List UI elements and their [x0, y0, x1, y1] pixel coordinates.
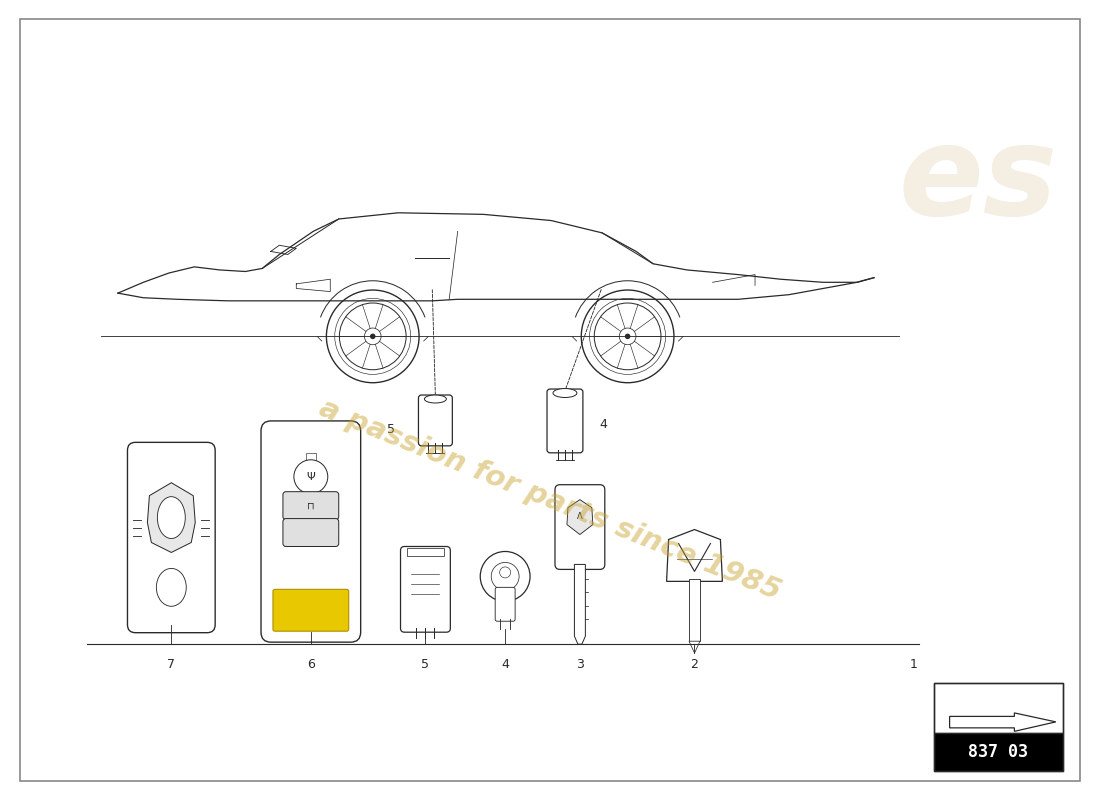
Bar: [934, 733, 1064, 770]
FancyBboxPatch shape: [128, 442, 216, 633]
Circle shape: [294, 460, 328, 494]
Ellipse shape: [156, 569, 186, 606]
Text: 837 03: 837 03: [968, 742, 1028, 761]
Text: 5: 5: [421, 658, 429, 671]
Polygon shape: [689, 641, 700, 653]
Text: es: es: [899, 120, 1058, 242]
Polygon shape: [949, 713, 1056, 731]
Circle shape: [499, 567, 510, 578]
Bar: [934, 683, 1064, 733]
Polygon shape: [566, 500, 593, 534]
FancyBboxPatch shape: [495, 587, 515, 622]
Polygon shape: [574, 565, 585, 644]
Text: ⊓: ⊓: [307, 501, 315, 510]
Bar: [689, 579, 700, 641]
Circle shape: [481, 551, 530, 602]
Text: 6: 6: [307, 658, 315, 671]
Text: Ψ: Ψ: [307, 472, 316, 482]
FancyBboxPatch shape: [261, 421, 361, 642]
FancyBboxPatch shape: [556, 485, 605, 570]
Text: 3: 3: [576, 658, 584, 671]
Ellipse shape: [553, 389, 576, 398]
Text: a passion for parts since 1985: a passion for parts since 1985: [315, 394, 785, 606]
Bar: [306, 453, 316, 460]
Ellipse shape: [425, 395, 447, 403]
Polygon shape: [147, 482, 195, 553]
FancyBboxPatch shape: [400, 546, 450, 632]
Polygon shape: [667, 530, 723, 582]
FancyBboxPatch shape: [418, 395, 452, 446]
Bar: [407, 549, 444, 557]
Circle shape: [370, 334, 375, 339]
Circle shape: [492, 562, 519, 590]
Ellipse shape: [157, 497, 185, 538]
Text: 1: 1: [910, 658, 917, 671]
Text: 5: 5: [386, 423, 395, 436]
Bar: [934, 683, 1064, 770]
FancyBboxPatch shape: [283, 518, 339, 546]
Text: 4: 4: [598, 418, 607, 431]
Text: 2: 2: [691, 658, 698, 671]
FancyBboxPatch shape: [273, 590, 349, 631]
Text: Λ: Λ: [578, 512, 583, 521]
Circle shape: [625, 334, 630, 339]
FancyBboxPatch shape: [547, 389, 583, 453]
FancyBboxPatch shape: [283, 492, 339, 519]
Text: 7: 7: [167, 658, 175, 671]
Text: 4: 4: [502, 658, 509, 671]
